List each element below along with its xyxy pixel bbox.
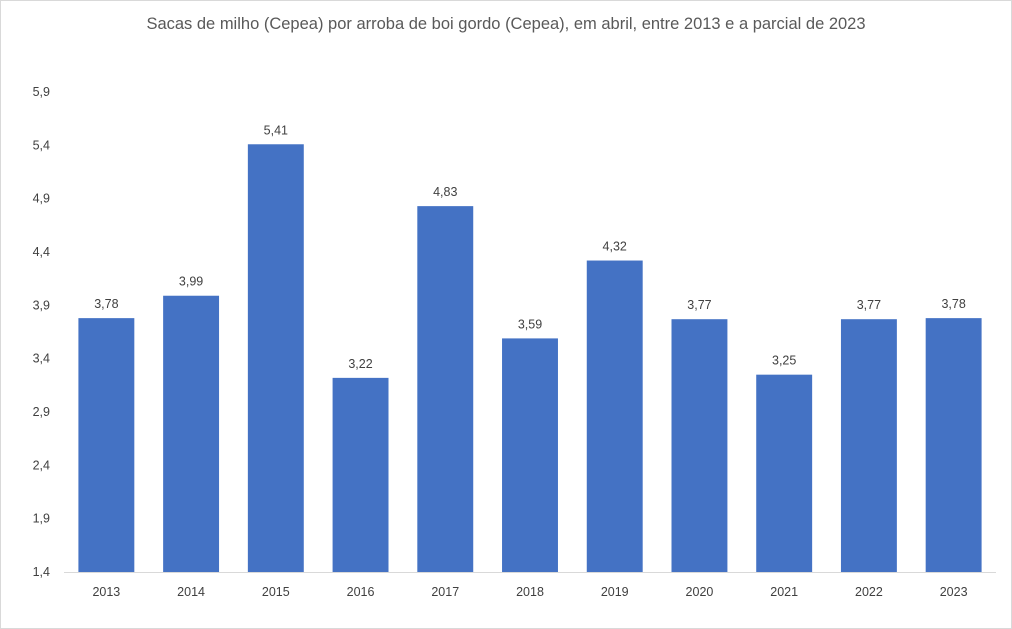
bar-2016 [332, 377, 389, 572]
bar-2021 [756, 374, 813, 572]
data-label-2019: 4,32 [603, 240, 627, 254]
y-axis-ticks: 1,4 1,9 2,4 2,9 3,4 3,9 4,4 4,9 5,4 5,9 [33, 85, 50, 579]
chart-title: Sacas de milho (Cepea) por arroba de boi… [146, 15, 865, 33]
x-tick-label: 2014 [177, 585, 205, 599]
x-tick-label: 2022 [855, 585, 883, 599]
x-tick-label: 2019 [601, 585, 629, 599]
bar-2023 [925, 318, 982, 572]
y-tick-label: 1,4 [33, 565, 50, 579]
data-label-2013: 3,78 [94, 297, 118, 311]
bar-2015 [247, 144, 304, 572]
data-label-2020: 3,77 [687, 298, 711, 312]
x-tick-label: 2020 [686, 585, 714, 599]
bar-series [78, 144, 982, 572]
x-tick-label: 2013 [92, 585, 120, 599]
x-axis-ticks: 2013 2014 2015 2016 2017 2018 2019 2020 2021 2022… [92, 585, 967, 599]
data-label-2021: 3,25 [772, 354, 796, 368]
data-label-2023: 3,78 [941, 297, 965, 311]
y-tick-label: 4,9 [33, 192, 50, 206]
bar-2014 [163, 295, 220, 572]
bar-2013 [78, 318, 135, 572]
data-label-2018: 3,59 [518, 317, 542, 331]
bar-2020 [671, 319, 728, 572]
y-tick-label: 5,4 [33, 138, 50, 152]
y-tick-label: 3,9 [33, 298, 50, 312]
data-label-2017: 4,83 [433, 185, 457, 199]
data-label-2022: 3,77 [857, 298, 881, 312]
x-tick-label: 2017 [431, 585, 459, 599]
y-tick-label: 3,4 [33, 352, 50, 366]
data-label-2014: 3,99 [179, 275, 203, 289]
bar-2019 [586, 260, 643, 572]
x-tick-label: 2015 [262, 585, 290, 599]
x-tick-label: 2018 [516, 585, 544, 599]
bar-2018 [502, 338, 558, 572]
y-tick-label: 2,9 [33, 405, 50, 419]
y-tick-label: 2,4 [33, 458, 50, 472]
data-labels: 3,78 3,99 5,41 3,22 4,83 3,59 4,32 3,77 3,25 3,77… [94, 123, 966, 371]
bar-2017 [417, 206, 474, 572]
y-tick-label: 4,4 [33, 245, 50, 259]
x-tick-label: 2023 [940, 585, 968, 599]
x-tick-label: 2016 [347, 585, 375, 599]
data-label-2016: 3,22 [348, 357, 372, 371]
x-tick-label: 2021 [770, 585, 798, 599]
data-label-2015: 5,41 [264, 123, 288, 137]
y-tick-label: 1,9 [33, 512, 50, 526]
bar-2022 [840, 319, 897, 572]
y-tick-label: 5,9 [33, 85, 50, 99]
